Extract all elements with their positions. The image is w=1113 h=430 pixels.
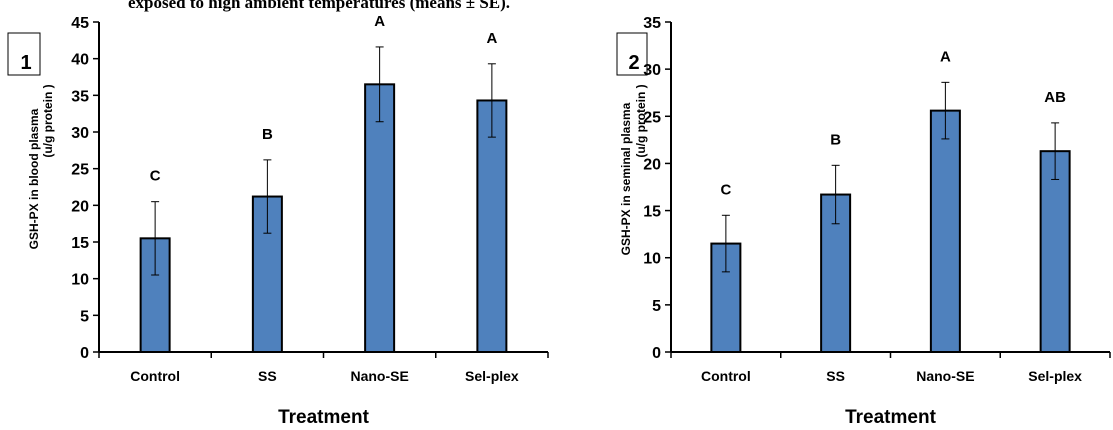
x-tick-label: Sel-plex xyxy=(465,368,519,384)
figure-caption: exposed to high ambient temperatures (me… xyxy=(128,0,511,12)
y-tick-label: 40 xyxy=(71,52,89,69)
y-tick-label: 35 xyxy=(71,88,89,105)
y-tick-label: 30 xyxy=(643,62,661,79)
y-tick-label: 15 xyxy=(643,204,661,221)
y-tick-label: 0 xyxy=(80,345,89,362)
panel-number: 1 xyxy=(20,52,31,74)
chart-panel-1: 1051015202530354045CControlBSSANano-SEAS… xyxy=(7,13,549,428)
significance-letter: C xyxy=(720,181,731,198)
x-tick-label: SS xyxy=(826,368,845,384)
y-tick-label: 35 xyxy=(643,15,661,32)
x-tick-label: Nano-SE xyxy=(350,368,408,384)
x-tick-label: Control xyxy=(130,368,180,384)
chart-panel-2: 205101520253035CControlBSSANano-SEABSel-… xyxy=(616,15,1111,428)
bar xyxy=(1039,150,1071,353)
significance-letter: A xyxy=(940,48,951,65)
y-tick-label: 45 xyxy=(71,15,89,32)
x-axis-title: Treatment xyxy=(278,407,369,428)
x-axis-title: Treatment xyxy=(845,407,936,428)
y-tick-label: 5 xyxy=(80,308,89,325)
significance-letter: A xyxy=(486,30,497,47)
x-tick-label: Control xyxy=(701,368,751,384)
y-axis-title: GSH-PX in seminal plasma xyxy=(619,102,633,255)
y-tick-label: 25 xyxy=(643,109,661,126)
panel-number-box xyxy=(7,32,41,76)
significance-letter: A xyxy=(374,13,385,30)
y-tick-label: 30 xyxy=(71,125,89,142)
y-tick-label: 15 xyxy=(71,235,89,252)
x-tick-label: Nano-SE xyxy=(916,368,974,384)
y-axis-title-units: (u/g protein ) xyxy=(634,84,648,157)
bar xyxy=(364,83,396,353)
y-tick-label: 20 xyxy=(643,156,661,173)
panel-number-box xyxy=(616,32,648,76)
bar xyxy=(929,109,961,353)
y-tick-label: 0 xyxy=(652,345,661,362)
bar xyxy=(710,242,742,353)
x-tick-label: Sel-plex xyxy=(1028,368,1082,384)
y-axis-title: GSH-PX in blood plasma xyxy=(27,108,41,249)
y-axis-title-units: (u/g protein ) xyxy=(41,84,55,157)
significance-letter: C xyxy=(150,168,161,185)
y-tick-label: 10 xyxy=(643,251,661,268)
panel-number: 2 xyxy=(628,52,639,74)
significance-letter: AB xyxy=(1044,89,1066,106)
y-tick-label: 20 xyxy=(71,198,89,215)
y-tick-label: 10 xyxy=(71,272,89,289)
bar xyxy=(476,99,508,354)
y-tick-label: 5 xyxy=(652,298,661,315)
significance-letter: B xyxy=(830,131,841,148)
significance-letter: B xyxy=(262,126,273,143)
y-tick-label: 25 xyxy=(71,162,89,179)
x-tick-label: SS xyxy=(258,368,277,384)
